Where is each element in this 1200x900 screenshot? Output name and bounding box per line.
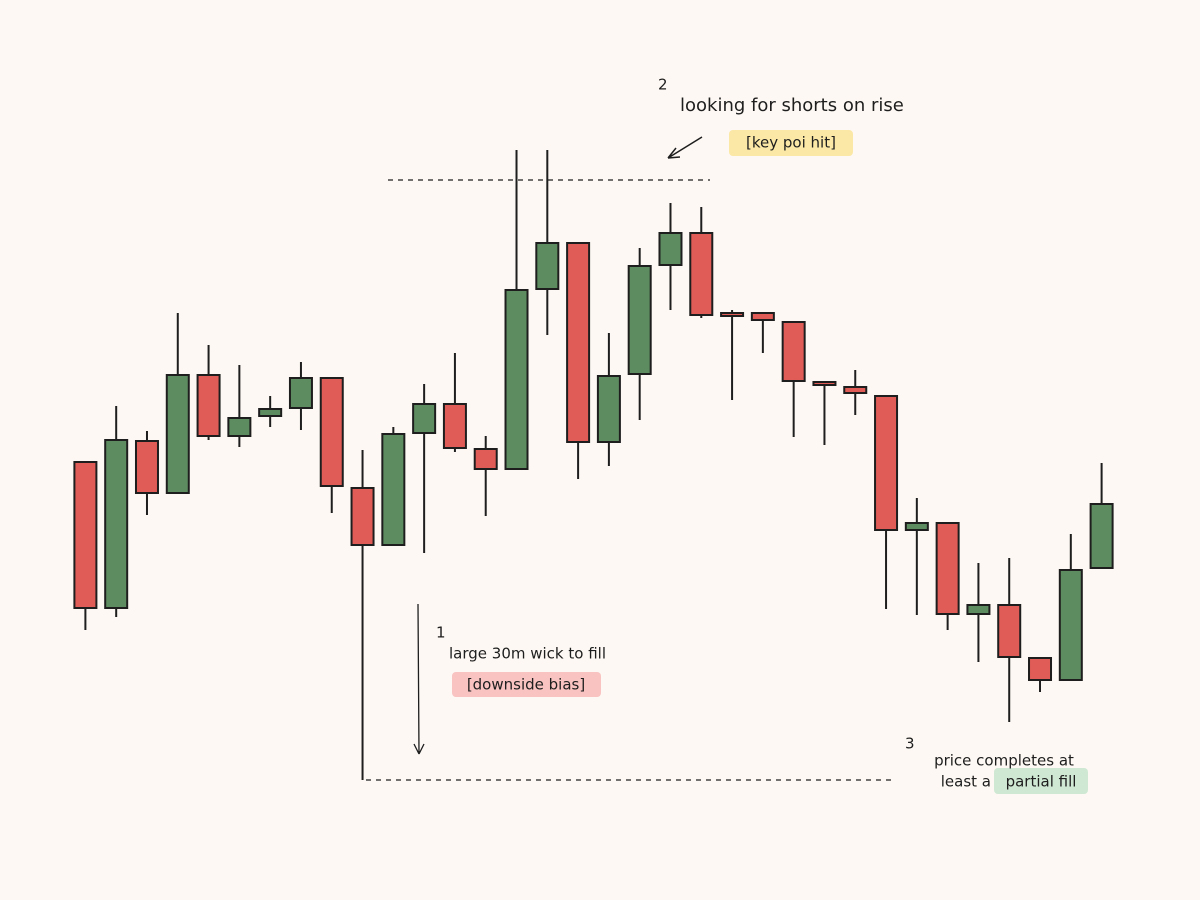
- candle-body: [566, 242, 591, 443]
- candle-body: [473, 448, 498, 470]
- arrow: [413, 603, 425, 755]
- note-number: 3: [905, 735, 915, 753]
- note-number: 2: [658, 76, 668, 94]
- candle-body: [596, 375, 621, 443]
- candle-body: [412, 403, 437, 434]
- candle-body: [997, 604, 1022, 658]
- candle-body: [504, 289, 529, 470]
- note-highlight: partial fill: [1006, 773, 1077, 791]
- candle-body: [73, 461, 98, 609]
- note: price completes at: [934, 752, 1074, 770]
- candle-body: [258, 408, 283, 417]
- candle-body: [689, 232, 714, 316]
- candle-body: [319, 377, 344, 487]
- candle-body: [750, 312, 775, 321]
- candle-body: [935, 522, 960, 615]
- note: least a: [941, 773, 991, 791]
- highlight: [994, 768, 1088, 794]
- candle-body: [1089, 503, 1114, 569]
- candle-body: [104, 439, 129, 609]
- arrow: [667, 136, 703, 159]
- candle-body: [196, 374, 221, 437]
- candle-body: [1058, 569, 1083, 681]
- note-tag: [key poi hit]: [746, 134, 836, 152]
- candle-body: [781, 321, 806, 382]
- candle-body: [350, 487, 375, 546]
- candle-body: [658, 232, 683, 266]
- candle-body: [1028, 657, 1053, 681]
- note: large 30m wick to fill: [449, 645, 606, 663]
- candle-body: [227, 417, 252, 437]
- candle-body: [442, 403, 467, 449]
- candle-body: [288, 377, 313, 409]
- candle-body: [720, 312, 745, 317]
- candle-body: [843, 386, 868, 394]
- candle-body: [535, 242, 560, 290]
- candle-body: [381, 433, 406, 546]
- highlight: [452, 672, 601, 697]
- candle-body: [874, 395, 899, 531]
- candle-body: [627, 265, 652, 375]
- candle-body: [812, 381, 837, 386]
- note: looking for shorts on rise: [680, 95, 904, 116]
- note-tag: [downside bias]: [467, 676, 585, 694]
- candle-body: [966, 604, 991, 615]
- highlight: [729, 130, 853, 156]
- candle-body: [904, 522, 929, 531]
- candle-body: [134, 440, 159, 494]
- candle-body: [165, 374, 190, 494]
- note-number: 1: [436, 624, 446, 642]
